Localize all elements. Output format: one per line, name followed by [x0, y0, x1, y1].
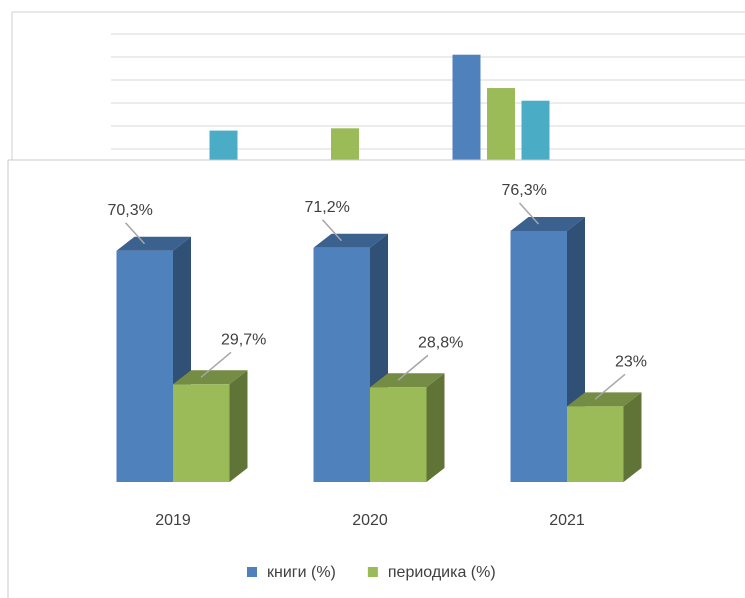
bar	[313, 247, 370, 482]
bar-top	[116, 236, 191, 251]
data-label: 70,3%	[108, 202, 153, 219]
data-label: 76,3%	[502, 182, 547, 199]
data-label: 29,7%	[221, 332, 266, 349]
bar	[116, 250, 173, 482]
bar-top	[510, 216, 585, 231]
bar-top	[313, 233, 388, 248]
legend-swatch	[367, 567, 378, 577]
x-tick-label: 2020	[352, 512, 388, 529]
leader-line	[397, 354, 429, 381]
bar-side	[426, 373, 445, 482]
leader-line	[518, 202, 540, 225]
x-tick-label: 2021	[549, 512, 585, 529]
bar	[452, 54, 481, 173]
bar	[510, 230, 567, 482]
bar-top	[370, 373, 445, 388]
front-chart: 2019 70,3% 29,7% 2020 71,2% 28,8% 2021 76,3% 23%…	[108, 182, 648, 581]
bar-side	[229, 370, 248, 482]
leader-line	[321, 219, 343, 242]
data-label: 71,2%	[305, 199, 350, 216]
bar-side	[623, 392, 642, 482]
legend-label: книги (%)	[267, 564, 336, 581]
x-tick-label: 2019	[155, 512, 191, 529]
legend-label: периодика (%)	[388, 564, 496, 581]
bar-top	[567, 392, 642, 407]
bar	[567, 406, 624, 482]
data-label: 28,8%	[418, 334, 463, 351]
leader-line	[594, 373, 626, 400]
bar	[370, 387, 427, 482]
leader-line	[124, 222, 146, 245]
bar	[487, 88, 515, 172]
data-label: 23%	[615, 354, 647, 371]
bar	[173, 384, 230, 482]
leader-line	[200, 351, 232, 378]
legend-swatch	[247, 567, 257, 577]
bar-top	[173, 370, 248, 385]
